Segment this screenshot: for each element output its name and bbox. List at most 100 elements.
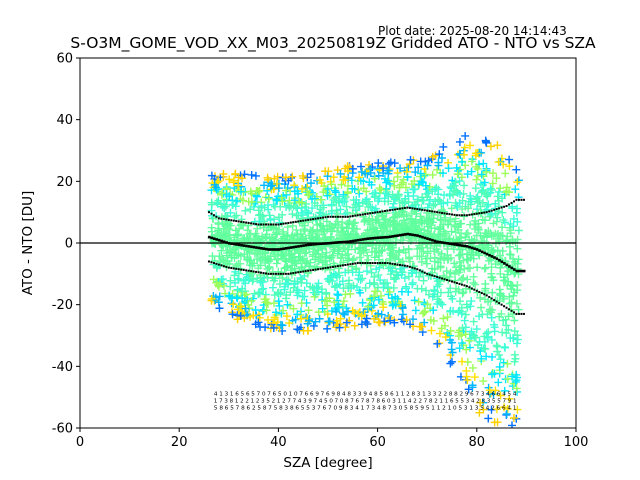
scatter-point: [487, 273, 496, 282]
median-marker: [336, 241, 340, 244]
scatter-point: [400, 212, 409, 221]
scatter-point: [418, 309, 427, 318]
scatter-point: [338, 250, 347, 259]
scatter-point: [367, 268, 376, 277]
scatter-point: [338, 302, 347, 311]
percentile-marker: [207, 211, 210, 214]
percentile-marker: [255, 223, 258, 226]
percentile-marker: [339, 264, 342, 267]
percentile-marker: [371, 211, 374, 214]
percentile-marker: [503, 205, 506, 208]
scatter-point: [275, 280, 284, 289]
scatter-point: [467, 197, 476, 206]
scatter-point: [290, 279, 299, 288]
scatter-point: [260, 181, 269, 190]
scatter-point: [410, 219, 419, 228]
scatter-point: [334, 291, 343, 300]
percentile-marker: [282, 222, 285, 225]
scatter-point: [382, 178, 391, 187]
scatter-point: [418, 322, 427, 331]
scatter-point: [228, 310, 237, 319]
median-marker: [366, 237, 370, 240]
scatter-point: [331, 270, 340, 279]
scatter-point: [487, 370, 496, 379]
scatter-point: [463, 229, 472, 238]
percentile-marker: [269, 272, 272, 275]
scatter-point: [504, 325, 513, 334]
percentile-marker: [406, 206, 409, 209]
median-marker: [361, 238, 365, 241]
scatter-point: [429, 306, 438, 315]
scatter-point: [356, 288, 365, 297]
percentile-marker: [242, 221, 245, 224]
percentile-marker: [354, 214, 357, 217]
scatter-point: [479, 405, 488, 414]
percentile-marker: [302, 270, 305, 273]
percentile-marker: [351, 262, 354, 265]
median-marker: [453, 243, 457, 246]
percentile-marker: [513, 311, 515, 314]
scatter-point: [319, 188, 328, 197]
percentile-marker: [265, 223, 267, 226]
scatter-point: [210, 180, 219, 189]
scatter-point: [481, 229, 490, 238]
scatter-point: [389, 216, 398, 225]
scatter-point: [383, 187, 392, 196]
median-marker: [250, 245, 253, 249]
percentile-marker: [418, 208, 421, 211]
scatter-point: [208, 252, 217, 261]
scatter-point: [384, 159, 393, 168]
percentile-marker: [324, 267, 327, 270]
scatter-point: [413, 245, 422, 254]
median-marker: [312, 243, 315, 246]
median-marker: [473, 247, 476, 250]
scatter-point: [337, 228, 346, 237]
percentile-marker: [260, 223, 263, 226]
percentile-marker: [379, 262, 382, 265]
scatter-point: [487, 335, 496, 344]
scatter-point: [323, 191, 332, 200]
scatter-point: [480, 178, 489, 187]
scatter-point: [282, 186, 291, 195]
scatter-point: [433, 165, 442, 174]
scatter-point: [510, 327, 519, 336]
percentile-marker: [416, 208, 419, 211]
median-marker: [376, 236, 380, 240]
scatter-point: [404, 163, 413, 172]
scatter-point: [457, 261, 466, 270]
scatter-point: [443, 313, 452, 322]
scatter-point: [365, 178, 374, 187]
scatter-point: [257, 202, 266, 211]
scatter-point: [397, 287, 406, 296]
scatter-point: [501, 343, 510, 352]
percentile-marker: [470, 213, 473, 216]
scatter-point: [491, 260, 500, 269]
percentile-marker: [480, 292, 483, 295]
scatter-point: [493, 213, 502, 222]
scatter-point: [418, 196, 427, 205]
scatter-point: [510, 316, 519, 325]
scatter-point: [281, 173, 290, 182]
percentile-marker: [252, 222, 255, 225]
percentile-marker: [329, 266, 332, 269]
scatter-point: [283, 223, 292, 232]
median-marker: [391, 235, 395, 238]
scatter-point: [282, 263, 291, 272]
scatter-point: [288, 261, 297, 270]
median-marker: [508, 265, 511, 268]
scatter-point: [333, 290, 342, 299]
scatter-point: [513, 178, 522, 187]
scatter-point: [344, 181, 353, 190]
scatter-point: [296, 256, 305, 265]
scatter-point: [502, 409, 511, 418]
percentile-marker: [393, 208, 396, 211]
median-marker: [324, 242, 328, 245]
scatter-point: [344, 233, 353, 242]
scatter-point: [450, 187, 459, 196]
scatter-point: [503, 404, 512, 413]
scatter-point: [370, 247, 379, 256]
percentile-marker: [299, 220, 302, 223]
scatter-point: [463, 376, 472, 385]
percentile-marker: [393, 263, 396, 266]
scatter-point: [488, 288, 497, 297]
